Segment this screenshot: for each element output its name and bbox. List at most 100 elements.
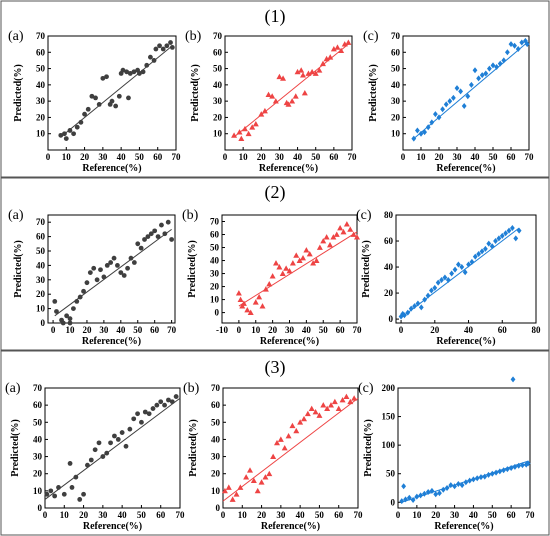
data-point	[463, 479, 469, 486]
x-tick-label: 60	[329, 152, 339, 162]
data-point	[340, 228, 347, 235]
data-point	[297, 419, 304, 425]
data-point	[499, 232, 505, 239]
data-point	[294, 68, 301, 75]
x-tick-label: 50	[135, 152, 145, 162]
y-tick-label: 200	[382, 383, 396, 393]
x-tick-label: 70	[172, 152, 182, 162]
data-point	[341, 41, 348, 47]
data-point	[415, 300, 421, 307]
data-point	[458, 88, 463, 95]
y-tick-label: 20	[384, 288, 394, 298]
data-point	[127, 71, 133, 76]
x-tick-label: 60	[156, 510, 166, 520]
data-point	[115, 437, 121, 442]
panel-8: (b) 0 10 20 30 40 50 60 70 0 10 20 30 40 50 60 70 Referen…	[183, 381, 363, 532]
data-point	[486, 240, 492, 247]
data-point	[465, 93, 471, 100]
x-axis-title: Reference(%)	[436, 163, 495, 174]
data-point	[272, 98, 279, 104]
data-point	[508, 465, 514, 471]
y-axis-title: Predicted(%)	[188, 419, 199, 477]
data-point	[84, 280, 90, 286]
panel-5: (b) -10 0 10 20 30 40 50 60 70 0 10 20 30 40 50 60 70 Refe…	[182, 208, 362, 347]
y-tick-label: 60	[211, 400, 221, 410]
data-point	[293, 427, 300, 434]
data-point	[247, 309, 254, 315]
plot-frame	[44, 387, 181, 509]
data-point	[73, 474, 79, 480]
data-point	[150, 406, 156, 411]
y-tick-label: 30	[213, 96, 223, 106]
data-point	[482, 245, 488, 252]
data-point	[277, 436, 284, 442]
y-tick-label: 10	[213, 129, 223, 139]
data-point	[489, 243, 495, 250]
y-tick-label: 40	[391, 80, 401, 90]
y-tick-label: 60	[36, 47, 46, 57]
y-tick-label: 50	[213, 64, 223, 74]
data-point	[258, 479, 265, 485]
data-point	[479, 72, 485, 79]
data-point	[443, 101, 449, 108]
data-point	[327, 54, 334, 60]
data-point	[254, 487, 261, 494]
data-point	[158, 399, 164, 405]
x-tick-label: 70	[525, 152, 535, 162]
x-tick-label: 50	[315, 510, 325, 520]
y-axis-title: Predicted(%)	[190, 64, 201, 122]
x-axis-title: Reference(%)	[82, 336, 141, 347]
x-tick-label: 60	[507, 510, 517, 520]
data-point	[509, 225, 515, 232]
y-tick-label: 70	[36, 31, 46, 41]
data-point	[476, 75, 481, 82]
x-tick-label: 30	[98, 152, 108, 162]
data-point	[459, 482, 465, 489]
data-point	[410, 497, 416, 503]
y-tick-label: 40	[36, 80, 46, 90]
data-point	[519, 39, 525, 46]
y-tick-label: 0	[216, 503, 221, 513]
data-point	[281, 445, 288, 451]
data-point	[249, 124, 256, 130]
data-point	[115, 263, 120, 268]
data-point	[415, 127, 420, 134]
data-point	[347, 398, 354, 405]
x-tick-label: 30	[276, 510, 286, 520]
data-point	[168, 40, 173, 45]
y-axis-title: Predicted(%)	[13, 240, 24, 298]
data-point	[293, 252, 300, 258]
y-tick-label: 40	[384, 262, 394, 272]
x-tick-label: 20	[257, 510, 267, 520]
panel-letter: (a)	[8, 208, 24, 223]
y-tick-label: 70	[33, 383, 43, 393]
panel-1: (a) 0 10 20 30 40 50 60 70 10 20 30 40 50 60 70 Referenc…	[8, 29, 181, 174]
data-point	[343, 393, 350, 399]
y-tick-label: 40	[211, 434, 221, 444]
data-point	[58, 132, 64, 138]
data-point	[108, 260, 114, 265]
data-point	[285, 433, 292, 439]
data-point	[330, 234, 337, 240]
y-tick-label: 60	[384, 236, 394, 246]
data-point	[250, 477, 257, 483]
x-tick-label: 50	[137, 510, 147, 520]
x-tick-label: 40	[469, 510, 479, 520]
data-point	[121, 273, 127, 278]
data-point	[252, 120, 259, 127]
data-point	[506, 227, 512, 234]
plot-frame	[222, 387, 359, 509]
y-tick-label: 70	[391, 31, 401, 41]
y-tick-label: 40	[213, 80, 223, 90]
data-point	[169, 237, 175, 242]
data-point	[312, 409, 319, 415]
y-tick-label: 10	[210, 295, 220, 305]
data-point	[126, 95, 131, 101]
x-tick-label: 10	[66, 325, 76, 335]
data-point	[300, 254, 306, 261]
data-point	[124, 69, 130, 75]
x-tick-label: 10	[238, 510, 248, 520]
y-tick-label: 50	[33, 417, 43, 427]
y-tick-label: 30	[33, 452, 43, 462]
data-point	[153, 46, 159, 52]
